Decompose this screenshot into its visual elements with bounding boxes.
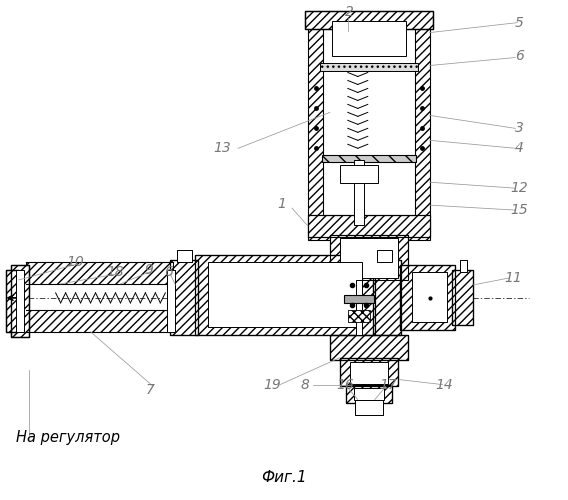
Bar: [330, 235, 408, 280]
Bar: [26, 262, 173, 284]
Text: 7: 7: [146, 382, 155, 396]
Bar: [170, 260, 198, 335]
Bar: [11, 265, 29, 337]
Bar: [323, 26, 415, 215]
Bar: [6, 270, 18, 332]
Bar: [340, 358, 398, 386]
Bar: [348, 310, 370, 322]
Bar: [195, 255, 375, 335]
Bar: [377, 250, 392, 262]
Bar: [452, 270, 474, 325]
Bar: [377, 250, 392, 262]
Text: 6: 6: [164, 265, 173, 279]
Bar: [412, 272, 446, 322]
Text: 2: 2: [345, 4, 354, 18]
Bar: [330, 335, 408, 359]
Text: 10: 10: [66, 255, 85, 269]
Text: 1: 1: [278, 197, 286, 211]
Bar: [177, 250, 192, 262]
Bar: [305, 10, 433, 29]
Bar: [320, 62, 417, 70]
Bar: [322, 156, 416, 162]
Bar: [340, 238, 398, 278]
Bar: [373, 260, 400, 335]
Bar: [400, 265, 454, 330]
Bar: [346, 384, 392, 402]
Bar: [170, 260, 198, 335]
Text: На регулятор: На регулятор: [16, 430, 120, 446]
Bar: [344, 295, 374, 303]
Bar: [308, 16, 429, 240]
Text: 18: 18: [107, 265, 124, 279]
Bar: [350, 362, 388, 384]
Bar: [373, 260, 400, 335]
Bar: [332, 20, 406, 56]
Bar: [6, 270, 18, 332]
Text: Фиг.1: Фиг.1: [261, 470, 307, 486]
Bar: [400, 265, 454, 330]
Text: 5: 5: [515, 16, 524, 30]
Text: 3: 3: [515, 122, 524, 136]
Bar: [355, 400, 383, 414]
Bar: [460, 260, 467, 272]
Bar: [11, 265, 29, 337]
Text: 13: 13: [214, 142, 231, 156]
Text: 17: 17: [379, 378, 396, 392]
Bar: [308, 215, 429, 237]
Text: 14: 14: [436, 378, 453, 392]
Bar: [355, 400, 383, 414]
Text: 6: 6: [515, 48, 524, 62]
Bar: [346, 384, 392, 402]
Bar: [460, 260, 467, 272]
Text: 19: 19: [263, 378, 281, 392]
Text: 9: 9: [144, 263, 153, 277]
Text: 4: 4: [515, 142, 524, 156]
Bar: [168, 270, 176, 332]
Bar: [330, 335, 408, 359]
Bar: [208, 262, 362, 327]
Bar: [354, 388, 384, 400]
Bar: [308, 215, 429, 237]
Bar: [356, 280, 362, 335]
Bar: [340, 358, 398, 386]
Bar: [330, 235, 408, 280]
Text: 11: 11: [504, 271, 522, 285]
Bar: [305, 10, 433, 29]
Bar: [177, 250, 192, 262]
Bar: [26, 310, 173, 332]
Text: 15: 15: [511, 203, 528, 217]
Bar: [195, 255, 375, 335]
Bar: [16, 270, 24, 332]
Bar: [340, 165, 378, 183]
Text: 16: 16: [336, 378, 354, 392]
Bar: [354, 160, 364, 225]
Bar: [452, 270, 474, 325]
Text: 8: 8: [300, 378, 310, 392]
Text: 12: 12: [511, 181, 528, 195]
Bar: [168, 270, 176, 332]
